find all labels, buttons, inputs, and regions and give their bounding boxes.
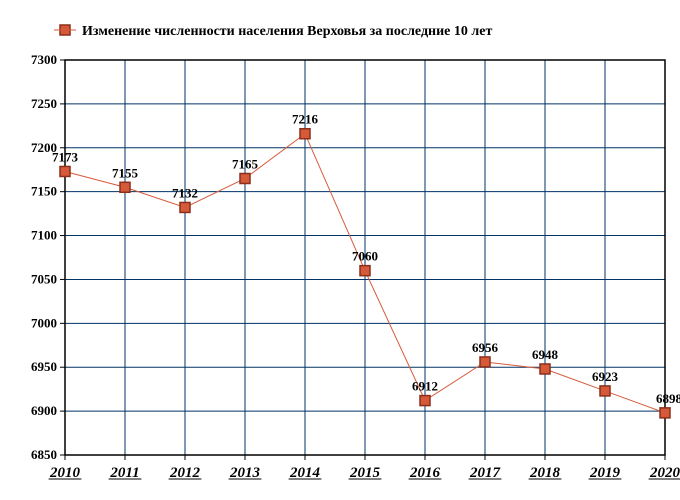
point-label: 6898: [656, 391, 680, 406]
svg-text:7000: 7000: [31, 315, 57, 330]
data-point: [480, 357, 490, 367]
point-label: 7060: [352, 249, 378, 264]
point-label: 7173: [52, 149, 79, 164]
svg-text:7250: 7250: [31, 96, 57, 111]
svg-text:6900: 6900: [31, 403, 57, 418]
point-label: 6912: [412, 379, 438, 394]
legend-label: Изменение численности населения Верховья…: [82, 24, 492, 39]
point-label: 6956: [472, 340, 499, 355]
data-point: [60, 166, 70, 176]
point-label: 6948: [532, 347, 559, 362]
svg-text:6850: 6850: [31, 447, 57, 462]
svg-text:7100: 7100: [31, 228, 57, 243]
data-point: [300, 129, 310, 139]
point-label: 7155: [112, 165, 139, 180]
data-point: [180, 202, 190, 212]
svg-text:7050: 7050: [31, 271, 57, 286]
data-point: [120, 182, 130, 192]
data-point: [420, 396, 430, 406]
point-label: 7216: [292, 112, 319, 127]
data-point: [660, 408, 670, 418]
data-point: [360, 266, 370, 276]
point-label: 7132: [172, 185, 198, 200]
data-point: [240, 174, 250, 184]
svg-text:7300: 7300: [31, 52, 57, 67]
population-line-chart: 6850690069507000705071007150720072507300…: [0, 0, 680, 500]
point-label: 7165: [232, 157, 259, 172]
data-point: [540, 364, 550, 374]
point-label: 6923: [592, 369, 619, 384]
data-point: [600, 386, 610, 396]
svg-text:6950: 6950: [31, 359, 57, 374]
legend: Изменение численности населения Верховья…: [54, 24, 492, 39]
svg-text:7150: 7150: [31, 184, 57, 199]
